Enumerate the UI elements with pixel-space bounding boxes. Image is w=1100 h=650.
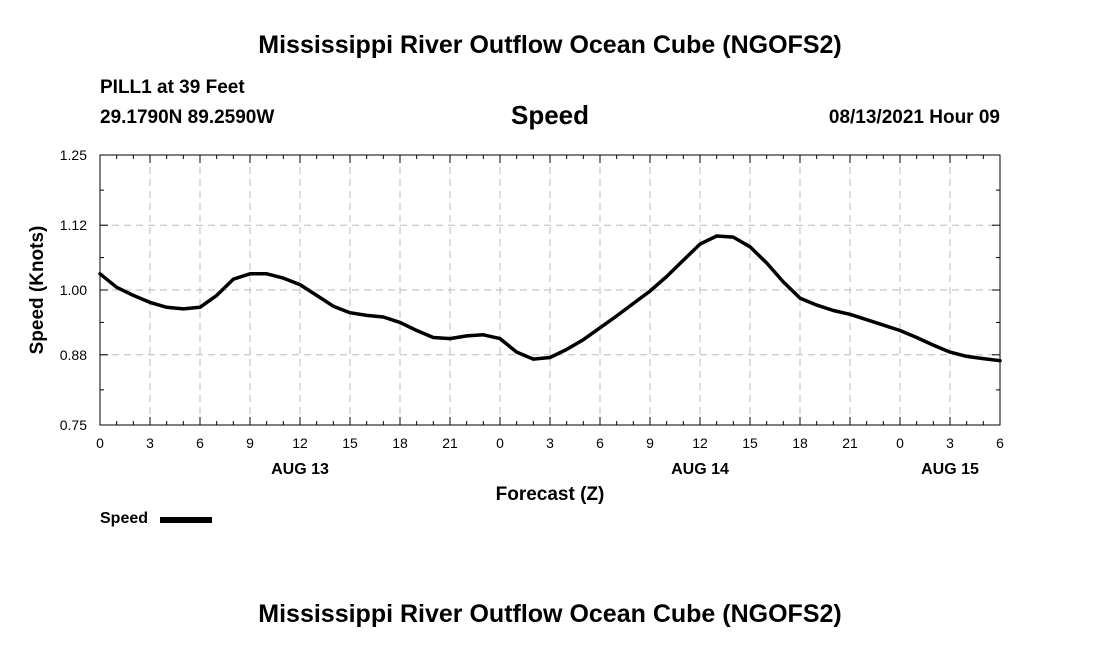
- x-tick-label: 12: [292, 435, 308, 451]
- x-tick-label: 0: [96, 435, 104, 451]
- x-date-label: AUG 15: [921, 461, 979, 478]
- y-tick-label: 0.88: [60, 347, 87, 363]
- station-coordinates: 29.1790N 89.2590W: [100, 107, 275, 128]
- speed-series-line: [98, 234, 1002, 363]
- x-tick-label: 18: [392, 435, 408, 451]
- y-tick-label: 1.12: [60, 217, 87, 233]
- x-tick-label: 6: [996, 435, 1004, 451]
- x-tick-label: 21: [842, 435, 858, 451]
- x-tick-label: 9: [246, 435, 254, 451]
- x-tick-label: 3: [546, 435, 554, 451]
- x-tick-label: 15: [342, 435, 358, 451]
- y-axis-title: Speed (Knots): [27, 226, 48, 355]
- x-tick-label: 15: [742, 435, 758, 451]
- station-name: PILL1 at 39 Feet: [100, 77, 245, 98]
- forecast-timestamp: 08/13/2021 Hour 09: [828, 107, 1000, 128]
- y-tick-label: 1.25: [60, 147, 87, 163]
- x-tick-label: 0: [896, 435, 904, 451]
- x-tick-label: 18: [792, 435, 808, 451]
- chart-main-title: Mississippi River Outflow Ocean Cube (NG…: [258, 31, 842, 59]
- y-tick-label: 0.75: [60, 417, 87, 433]
- x-tick-label: 12: [692, 435, 708, 451]
- x-tick-label: 3: [946, 435, 954, 451]
- chart-variable-title: Speed: [510, 100, 590, 130]
- x-date-label: AUG 14: [671, 461, 729, 478]
- x-axis-title: Forecast (Z): [496, 484, 605, 505]
- x-date-label: AUG 13: [271, 461, 329, 478]
- x-tick-label: 6: [196, 435, 204, 451]
- x-tick-label: 0: [496, 435, 504, 451]
- legend-label: Speed: [100, 510, 149, 527]
- x-tick-label: 9: [646, 435, 654, 451]
- footer-title: Mississippi River Outflow Ocean Cube (NG…: [258, 600, 842, 628]
- x-tick-label: 6: [596, 435, 604, 451]
- legend-line-swatch: [160, 517, 212, 523]
- x-tick-label: 3: [146, 435, 154, 451]
- x-tick-label: 21: [442, 435, 458, 451]
- y-tick-label: 1.00: [60, 282, 87, 298]
